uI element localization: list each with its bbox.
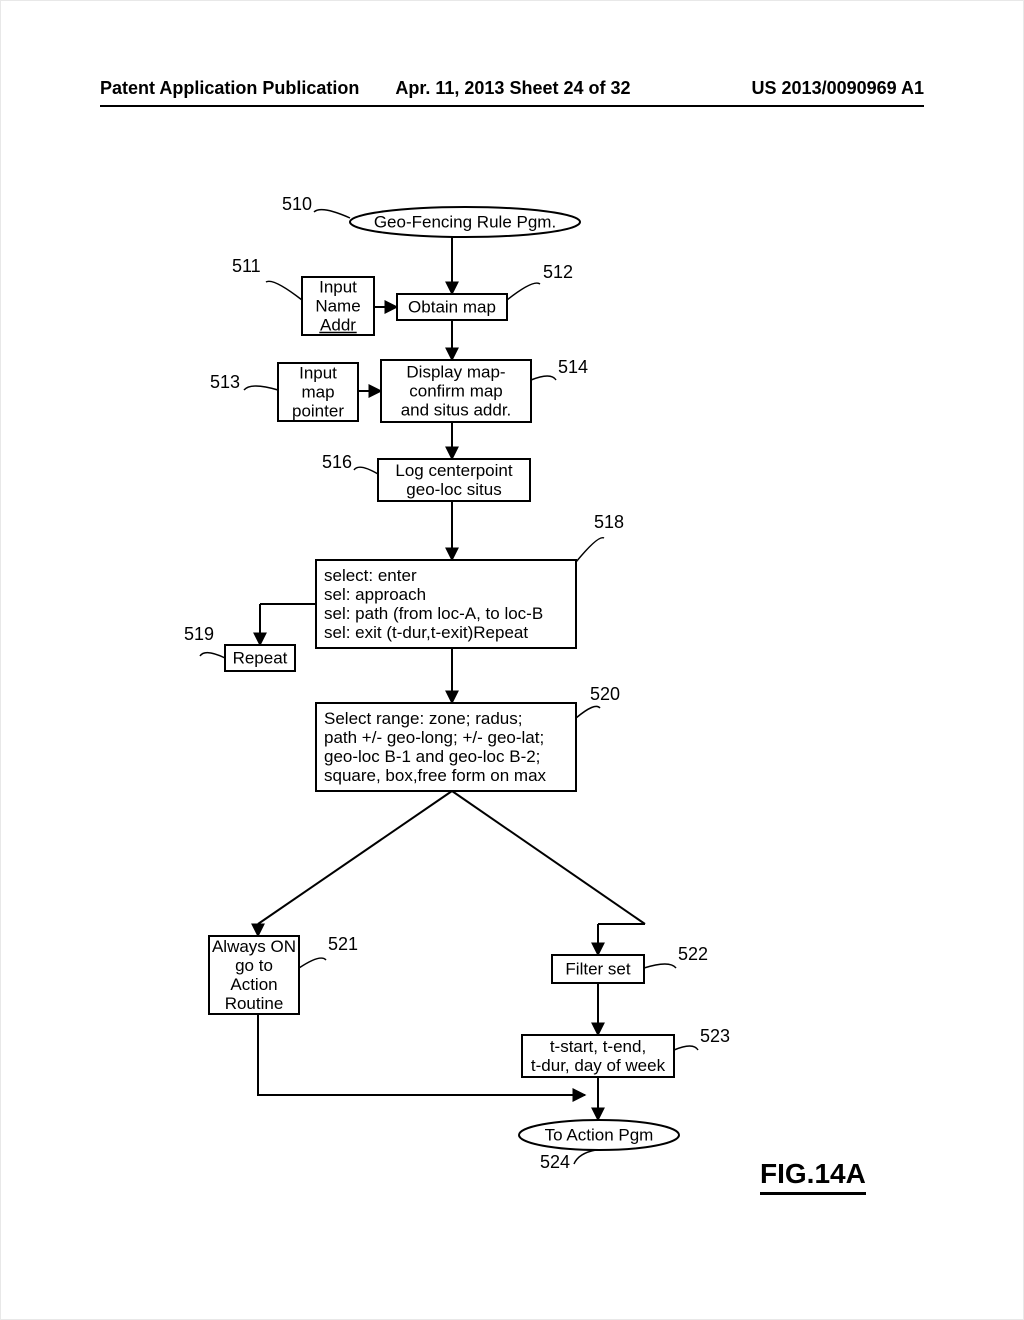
node-n514: Display map-confirm mapand situs addr. bbox=[381, 360, 531, 422]
node-n523: t-start, t-end,t-dur, day of week bbox=[522, 1035, 674, 1077]
ref-520: 520 bbox=[590, 684, 620, 704]
ref-512: 512 bbox=[543, 262, 573, 282]
ref-510: 510 bbox=[282, 194, 312, 214]
svg-text:Action: Action bbox=[230, 975, 277, 994]
node-n521: Always ONgo toActionRoutine bbox=[209, 936, 299, 1014]
svg-text:and situs addr.: and situs addr. bbox=[401, 401, 512, 420]
ref-523: 523 bbox=[700, 1026, 730, 1046]
svg-text:Repeat: Repeat bbox=[233, 649, 288, 668]
svg-text:t-start, t-end,: t-start, t-end, bbox=[550, 1037, 646, 1056]
svg-text:Routine: Routine bbox=[225, 994, 284, 1013]
svg-text:sel: path (from loc-A, to loc-: sel: path (from loc-A, to loc-B bbox=[324, 604, 543, 623]
node-n519: Repeat bbox=[225, 645, 295, 671]
svg-text:Always ON: Always ON bbox=[212, 937, 296, 956]
svg-text:path +/- geo-long; +/- geo-lat: path +/- geo-long; +/- geo-lat; bbox=[324, 728, 544, 747]
ref-524: 524 bbox=[540, 1152, 570, 1172]
svg-text:Geo-Fencing Rule Pgm.: Geo-Fencing Rule Pgm. bbox=[374, 213, 556, 232]
svg-text:Filter set: Filter set bbox=[565, 960, 630, 979]
ref-519: 519 bbox=[184, 624, 214, 644]
node-n520: Select range: zone; radus;path +/- geo-l… bbox=[316, 703, 576, 791]
ref-518: 518 bbox=[594, 512, 624, 532]
svg-text:geo-loc B-1 and geo-loc B-2;: geo-loc B-1 and geo-loc B-2; bbox=[324, 747, 540, 766]
ref-522: 522 bbox=[678, 944, 708, 964]
svg-text:select: enter: select: enter bbox=[324, 566, 417, 585]
svg-text:square, box,free form on max: square, box,free form on max bbox=[324, 766, 547, 785]
svg-text:Input: Input bbox=[299, 364, 337, 383]
figure-label-text: FIG.14A bbox=[760, 1158, 866, 1195]
node-n510: Geo-Fencing Rule Pgm. bbox=[350, 207, 580, 237]
page: Patent Application Publication Apr. 11, … bbox=[0, 0, 1024, 1320]
ref-511: 511 bbox=[232, 256, 261, 276]
flowchart: Geo-Fencing Rule Pgm.InputNameAddrObtain… bbox=[0, 0, 1024, 1320]
svg-text:geo-loc situs: geo-loc situs bbox=[406, 480, 501, 499]
node-n516: Log centerpointgeo-loc situs bbox=[378, 459, 530, 501]
svg-text:Log centerpoint: Log centerpoint bbox=[395, 461, 512, 480]
svg-text:pointer: pointer bbox=[292, 402, 344, 421]
node-n513: Inputmappointer bbox=[278, 363, 358, 421]
svg-text:Input: Input bbox=[319, 278, 357, 297]
svg-text:confirm map: confirm map bbox=[409, 382, 503, 401]
svg-text:Name: Name bbox=[315, 297, 360, 316]
ref-516: 516 bbox=[322, 452, 352, 472]
ref-521: 521 bbox=[328, 934, 358, 954]
ref-513: 513 bbox=[210, 372, 240, 392]
svg-text:Obtain map: Obtain map bbox=[408, 298, 496, 317]
svg-text:Display map-: Display map- bbox=[406, 363, 505, 382]
ref-514: 514 bbox=[558, 357, 588, 377]
svg-text:To Action Pgm: To Action Pgm bbox=[545, 1126, 654, 1145]
svg-text:sel: approach: sel: approach bbox=[324, 585, 426, 604]
svg-text:sel: exit (t-dur,t-exit)Repeat: sel: exit (t-dur,t-exit)Repeat bbox=[324, 623, 528, 642]
svg-text:map: map bbox=[301, 383, 334, 402]
svg-text:Select range: zone; radus;: Select range: zone; radus; bbox=[324, 709, 522, 728]
svg-text:go to: go to bbox=[235, 956, 273, 975]
node-n524: To Action Pgm bbox=[519, 1120, 679, 1150]
node-n522: Filter set bbox=[552, 955, 644, 983]
svg-text:Addr: Addr bbox=[320, 316, 356, 335]
node-n512: Obtain map bbox=[397, 294, 507, 320]
svg-text:t-dur, day of week: t-dur, day of week bbox=[531, 1056, 666, 1075]
node-n518: select: enter sel: approach sel: path (f… bbox=[316, 560, 576, 648]
node-n511: InputNameAddr bbox=[302, 277, 374, 335]
figure-label: FIG.14A bbox=[760, 1158, 866, 1195]
